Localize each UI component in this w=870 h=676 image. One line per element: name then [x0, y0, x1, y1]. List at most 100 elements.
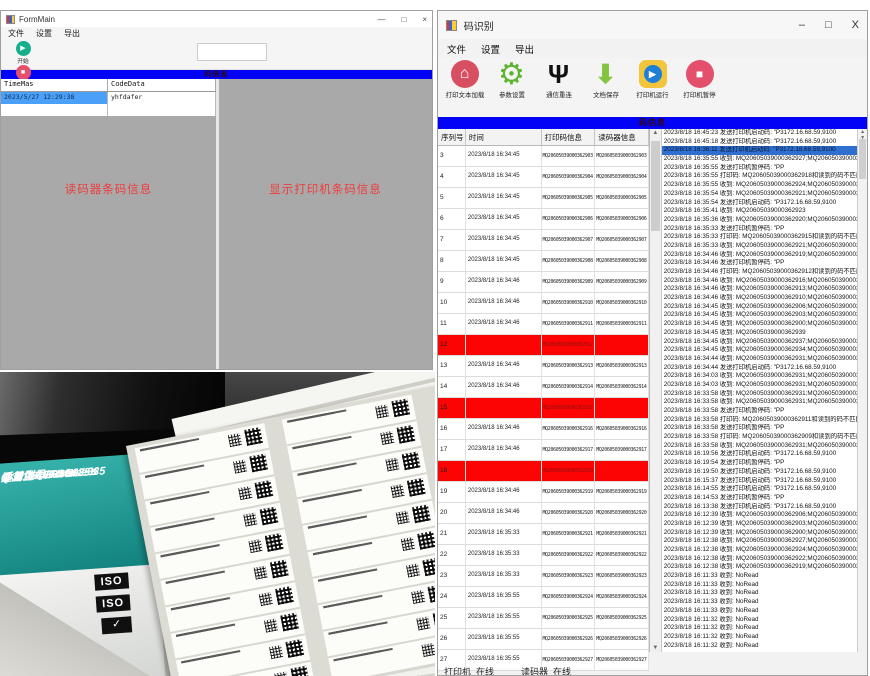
log-line[interactable]: 2023/8/18 16:35:55 发送打印机暂停码: "PP	[663, 163, 785, 171]
log-line[interactable]: 2023/8/18 16:12:38 收到: MQ206050390003629…	[663, 563, 858, 571]
table-row[interactable]: 17 2023/8/18 16:34:46 MQ20605039000362917 M…	[438, 440, 650, 461]
scroll-thumb[interactable]	[859, 139, 866, 179]
close-button[interactable]: X	[851, 19, 859, 31]
toolbar-button-usb[interactable]: Ψ 通信重连	[535, 59, 582, 100]
log-line[interactable]: 2023/8/18 16:34:46 发送打印机暂停码: "PP	[663, 259, 785, 267]
log-line[interactable]: 2023/8/18 16:33:58 发送打印机暂停码: "PP	[663, 407, 785, 414]
toolbar-button-run[interactable]: ▶ 打印机运行	[629, 60, 676, 100]
log-line[interactable]: 2023/8/18 16:11:33 收到: NoRead	[663, 606, 759, 614]
log-line[interactable]: 2023/8/18 16:11:33 收到: NoRead	[663, 589, 759, 597]
log-line[interactable]: 2023/8/18 16:34:03 收到: MQ206050390003629…	[663, 372, 858, 380]
cell-code[interactable]: yhfdafer	[108, 92, 216, 104]
scroll-down-icon[interactable]: ▼	[860, 135, 866, 141]
table-row[interactable]: 26 2023/8/18 16:35:55 MQ20605039000362926 M…	[438, 629, 650, 650]
scroll-thumb[interactable]	[651, 141, 660, 231]
table-row[interactable]: 13 2023/8/18 16:34:46 MQ20605039000362913 M…	[438, 356, 650, 377]
col-timemas[interactable]: TimeMas	[1, 79, 108, 91]
table-row[interactable]: 5 2023/8/18 16:34:45 MQ20605039000362905 MQ…	[438, 188, 650, 209]
table-row[interactable]: 16 2023/8/18 16:34:46 MQ20605039000362916 M…	[438, 419, 650, 440]
toolbar-button-home[interactable]: ⌂ 打印文本加载	[441, 60, 488, 100]
table-row[interactable]: 3 2023/8/18 16:34:45 MQ20605039000362903 MQ…	[438, 146, 650, 167]
scroll-up-icon[interactable]: ▲	[860, 129, 866, 135]
menu-设置[interactable]: 设置	[36, 29, 52, 38]
log-line[interactable]: 2023/8/18 16:14:55 发送打印机启动码: "P3172.16.6…	[663, 485, 837, 493]
log-line[interactable]: 2023/8/18 16:12:38 收到: MQ206050390003629…	[663, 537, 857, 545]
log-line[interactable]: 2023/8/18 16:12:39 收到: MQ206050390003629…	[663, 511, 857, 519]
close-button[interactable]: ×	[422, 14, 427, 24]
menu-导出[interactable]: 导出	[515, 44, 535, 56]
table-row[interactable]: 23 2023/8/18 16:35:33 MQ20605039000362923 M…	[438, 566, 650, 587]
log-line[interactable]: 2023/8/18 16:35:33 收到: MQ206050390003629…	[663, 241, 857, 249]
log-line-selected[interactable]: 2023/8/18 16:36:11 发送打印机启动码: "P3172.16.6…	[661, 146, 858, 156]
log-line[interactable]: 2023/8/18 16:35:33 打印码: MQ20605039000362…	[663, 233, 858, 241]
log-line[interactable]: 2023/8/18 16:11:32 收到: NoRead	[663, 641, 759, 649]
col-codedata[interactable]: CodeData	[108, 79, 216, 91]
log-line[interactable]: 2023/8/18 16:34:46 打印码: MQ20605039000362…	[663, 268, 858, 275]
verifier-titlebar[interactable]: 码识别 – □ X	[438, 11, 867, 39]
table-row[interactable]: 25 2023/8/18 16:35:55 MQ20605039000362925 M…	[438, 608, 650, 629]
scroll-down-icon[interactable]: ▼	[652, 645, 659, 651]
reader-code-table[interactable]: TimeMas CodeData 2023/5/27 12:29:38 yhfd…	[1, 79, 216, 116]
log-line[interactable]: 2023/8/18 16:12:39 收到: MQ206050390003629…	[663, 528, 857, 536]
scroll-up-icon[interactable]: ▲	[652, 130, 659, 136]
log-line[interactable]: 2023/8/18 16:12:39 收到: MQ206050390003629…	[663, 519, 857, 527]
log-line[interactable]: 2023/8/18 16:34:45 收到: MQ206050390003629…	[663, 346, 858, 354]
log-line[interactable]: 2023/8/18 16:35:55 打印码: MQ20605039000362…	[663, 172, 858, 180]
log-line[interactable]: 2023/8/18 16:15:37 发送打印机启动码: "P3172.16.6…	[663, 476, 837, 484]
table-row-error[interactable]: 18 MQ20605039000362918	[438, 461, 650, 482]
table-row[interactable]: 2023/5/27 12:29:38 yhfdafer	[1, 92, 216, 104]
table-row[interactable]: 22 2023/8/18 16:35:33 MQ20605039000362922 M…	[438, 545, 650, 566]
table-row[interactable]: 8 2023/8/18 16:34:45 MQ20605039000362908 MQ…	[438, 251, 650, 272]
table-scrollbar[interactable]: ▲ ▼	[650, 129, 662, 652]
verify-table[interactable]: 序列号 时间 打印码信息 读码器信息 3 2023/8/18 16:34:45 MQ206…	[438, 129, 650, 671]
log-line[interactable]: 2023/8/18 16:35:33 发送打印机暂停码: "PP	[663, 224, 785, 232]
log-line[interactable]: 2023/8/18 16:34:45 收到: MQ206050390003629…	[663, 328, 806, 336]
toolbar-button-play[interactable]: ▶ 开始	[3, 41, 43, 65]
table-row[interactable]: 27 2023/8/18 16:35:55 MQ20605039000362927 M…	[438, 650, 650, 671]
log-line[interactable]: 2023/8/18 16:33:58 打印码: MQ20605039000362…	[663, 415, 858, 423]
table-row[interactable]: 9 2023/8/18 16:34:46 MQ20605039000362909 MQ…	[438, 272, 650, 293]
log-line[interactable]: 2023/8/18 16:11:32 收到: NoRead	[663, 615, 759, 623]
log-line[interactable]: 2023/8/18 16:34:46 收到: MQ206050390003629…	[663, 294, 857, 302]
log-line[interactable]: 2023/8/18 16:11:33 收到: NoRead	[663, 580, 759, 588]
log-line[interactable]: 2023/8/18 16:33:58 发送打印机暂停码: "PP	[663, 424, 785, 432]
maximize-button[interactable]: □	[401, 14, 407, 24]
cell-time-selected[interactable]: 2023/5/27 12:29:38	[1, 92, 108, 104]
log-line[interactable]: 2023/8/18 16:19:56 发送打印机启动码: "P3172.16.6…	[663, 450, 837, 458]
log-line[interactable]: 2023/8/18 16:19:54 发送打印机暂停码: "PP	[663, 459, 785, 467]
log-line[interactable]: 2023/8/18 16:33:58 打印码: MQ20605039000362…	[663, 433, 858, 441]
col-header[interactable]: 时间	[466, 129, 542, 145]
table-row[interactable]: 4 2023/8/18 16:34:45 MQ20605039000362904 MQ…	[438, 167, 650, 188]
col-header[interactable]: 序列号	[438, 129, 466, 145]
log-line[interactable]: 2023/8/18 16:12:38 收到: MQ206050390003629…	[663, 546, 857, 553]
toolbar-button-gear[interactable]: ⚙ 参数设置	[488, 58, 535, 100]
log-line[interactable]: 2023/8/18 16:45:18 发送打印机启动码: "P3172.16.6…	[663, 137, 837, 145]
formmain-titlebar[interactable]: FormMain — □ ×	[1, 11, 432, 27]
table-row[interactable]: 10 2023/8/18 16:34:46 MQ20605039000362910 M…	[438, 293, 650, 314]
table-row[interactable]: 14 2023/8/18 16:34:46 MQ20605039000362914 M…	[438, 377, 650, 398]
log-line[interactable]: 2023/8/18 16:35:54 收到: MQ206050390003629…	[663, 189, 857, 197]
log-line[interactable]: 2023/8/18 16:11:32 收到: NoRead	[663, 632, 759, 640]
log-line[interactable]: 2023/8/18 16:34:44 发送打印机启动码: "P3172.16.6…	[663, 363, 837, 371]
log-line[interactable]: 2023/8/18 16:11:33 收到: NoRead	[663, 572, 759, 580]
log-line[interactable]: 2023/8/18 16:34:46 收到: MQ206050390003629…	[663, 276, 858, 284]
table-row[interactable]: 20 2023/8/18 16:34:46 MQ20605039000362920 M…	[438, 503, 650, 524]
table-row-error[interactable]: 12 MQ20605039000362912	[438, 335, 650, 356]
log-line[interactable]: 2023/8/18 16:33:58 收到: MQ206050390003629…	[663, 398, 858, 406]
log-line[interactable]: 2023/8/18 16:34:45 收到: MQ206050390003629…	[663, 302, 857, 310]
menu-导出[interactable]: 导出	[64, 29, 80, 38]
log-line[interactable]: 2023/8/18 16:34:46 收到: MQ206050390003629…	[663, 250, 858, 258]
toolbar-button-stop[interactable]: ■ 打印机暂停	[676, 60, 723, 100]
toolbar-button-arrow[interactable]: ⬇ 文档保存	[582, 59, 629, 100]
toolbar-textbox[interactable]	[197, 43, 267, 61]
log-line[interactable]: 2023/8/18 16:34:03 收到: MQ206050390003629…	[663, 380, 858, 388]
log-line[interactable]: 2023/8/18 16:34:44 收到: MQ206050390003629…	[663, 354, 858, 362]
menu-设置[interactable]: 设置	[481, 44, 501, 56]
table-row[interactable]: 19 2023/8/18 16:34:46 MQ20605039000362919 M…	[438, 482, 650, 503]
table-row[interactable]: 24 2023/8/18 16:35:55 MQ20605039000362924 M…	[438, 587, 650, 608]
menu-文件[interactable]: 文件	[447, 44, 467, 56]
minimize-button[interactable]: –	[798, 19, 805, 31]
log-line[interactable]: 2023/8/18 16:33:58 收到: MQ206050390003629…	[663, 441, 858, 449]
menu-文件[interactable]: 文件	[8, 29, 24, 38]
minimize-button[interactable]: —	[377, 14, 386, 24]
